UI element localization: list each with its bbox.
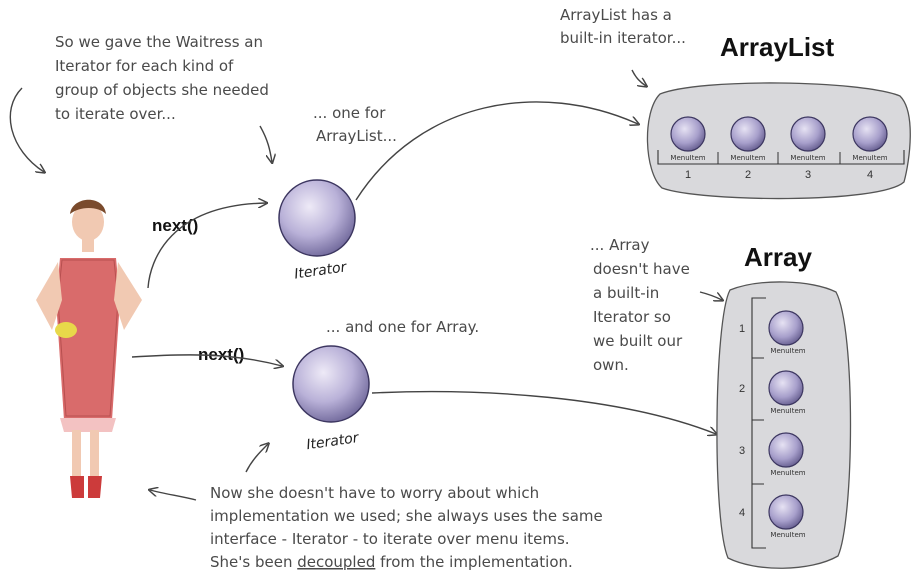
- next-call-top: next(): [152, 216, 198, 235]
- iterator-top-label: Iterator: [293, 259, 348, 282]
- arrow-to-top-iterator: [259, 125, 272, 162]
- bottom-note-line-2: implementation we used; she always uses …: [210, 507, 603, 525]
- arraylist-note-line-2: built-in iterator...: [560, 29, 686, 47]
- bottom-note-line-3: interface - Iterator - to iterate over m…: [210, 530, 570, 548]
- bottom-note-line-4: She's been decoupled from the implementa…: [210, 553, 573, 571]
- arraylist-index: 1: [685, 169, 691, 181]
- arraylist-menuitem-sphere: [852, 116, 888, 152]
- curved-arrow-to-waitress: [9, 87, 44, 172]
- array-note-line-5: we built our: [593, 332, 683, 350]
- arraylist-menuitem-label: MenuItem: [670, 154, 705, 162]
- array-menuitem-sphere: [768, 310, 804, 346]
- arraylist-menuitem-sphere: [670, 116, 706, 152]
- arrow-to-waitress-bottom: [150, 490, 197, 501]
- array-note-line-1: ... Array: [590, 236, 650, 254]
- arrow-next-top: [147, 203, 266, 289]
- one-for-arraylist-line-2: ArrayList...: [316, 127, 397, 145]
- arrow-to-bottom-iterator: [245, 444, 268, 473]
- array-index: 2: [739, 383, 745, 395]
- array-menuitem-sphere: [768, 370, 804, 406]
- bottom-note: Now she doesn't have to worry about whic…: [210, 484, 603, 571]
- arrow-array-note: [699, 291, 722, 300]
- arraylist-menuitem-label: MenuItem: [852, 154, 887, 162]
- iterator-bottom-label: Iterator: [305, 430, 360, 453]
- arraylist-menuitem-label: MenuItem: [790, 154, 825, 162]
- array-index: 1: [739, 323, 745, 335]
- arrow-arraylist-note: [631, 69, 646, 86]
- arraylist-menuitem-sphere: [730, 116, 766, 152]
- iterator-top: Iterator: [278, 179, 356, 283]
- arraylist-container: MenuItem 1 MenuItem 2 MenuItem 3 MenuItem 4: [646, 82, 911, 200]
- arraylist-index: 4: [867, 169, 873, 181]
- array-index: 3: [739, 445, 745, 457]
- array-note-line-4: Iterator so: [593, 308, 671, 326]
- array-index: 4: [739, 507, 745, 519]
- one-for-array: ... and one for Array.: [326, 318, 479, 336]
- arraylist-index: 2: [745, 169, 751, 181]
- array-menuitem-sphere: [768, 432, 804, 468]
- waitress-figure: [36, 199, 142, 498]
- array-menuitem-label: MenuItem: [770, 469, 805, 477]
- arraylist-menuitem-label: MenuItem: [730, 154, 765, 162]
- arrow-to-arraylist: [355, 101, 638, 201]
- bottom-note-line-1: Now she doesn't have to worry about whic…: [210, 484, 539, 502]
- arraylist-index: 3: [805, 169, 811, 181]
- iterator-bottom: Iterator: [292, 345, 370, 453]
- waitress-note-line-2: Iterator for each kind of: [55, 57, 234, 75]
- bottom-note-suffix: from the implementation.: [375, 553, 572, 571]
- array-note-line-6: own.: [593, 356, 629, 374]
- bottom-note-prefix: She's been: [210, 553, 297, 571]
- array-menuitem-label: MenuItem: [770, 407, 805, 415]
- array-title: Array: [744, 242, 812, 272]
- array-note-line-2: doesn't have: [593, 260, 690, 278]
- array-menuitem-label: MenuItem: [770, 347, 805, 355]
- array-note: ... Array doesn't have a built-in Iterat…: [590, 236, 690, 374]
- waitress-note-line-4: to iterate over...: [55, 105, 176, 123]
- arraylist-title: ArrayList: [720, 32, 834, 62]
- waitress-note-line-1: So we gave the Waitress an: [55, 33, 263, 51]
- next-call-bottom: next(): [198, 345, 244, 364]
- arrow-to-array: [371, 390, 716, 434]
- waitress-note-line-3: group of objects she needed: [55, 81, 269, 99]
- array-container: MenuItem 1 MenuItem 2 MenuItem 3 MenuItem 4: [716, 281, 852, 569]
- waitress-note: So we gave the Waitress an Iterator for …: [55, 33, 269, 123]
- arrow-next-bottom: [131, 354, 282, 366]
- array-menuitem-sphere: [768, 494, 804, 530]
- bottom-note-decoupled: decoupled: [297, 553, 375, 571]
- array-menuitem-label: MenuItem: [770, 531, 805, 539]
- arraylist-note-line-1: ArrayList has a: [560, 6, 672, 24]
- arraylist-menuitem-sphere: [790, 116, 826, 152]
- one-for-arraylist-line-1: ... one for: [313, 104, 386, 122]
- array-note-line-3: a built-in: [593, 284, 659, 302]
